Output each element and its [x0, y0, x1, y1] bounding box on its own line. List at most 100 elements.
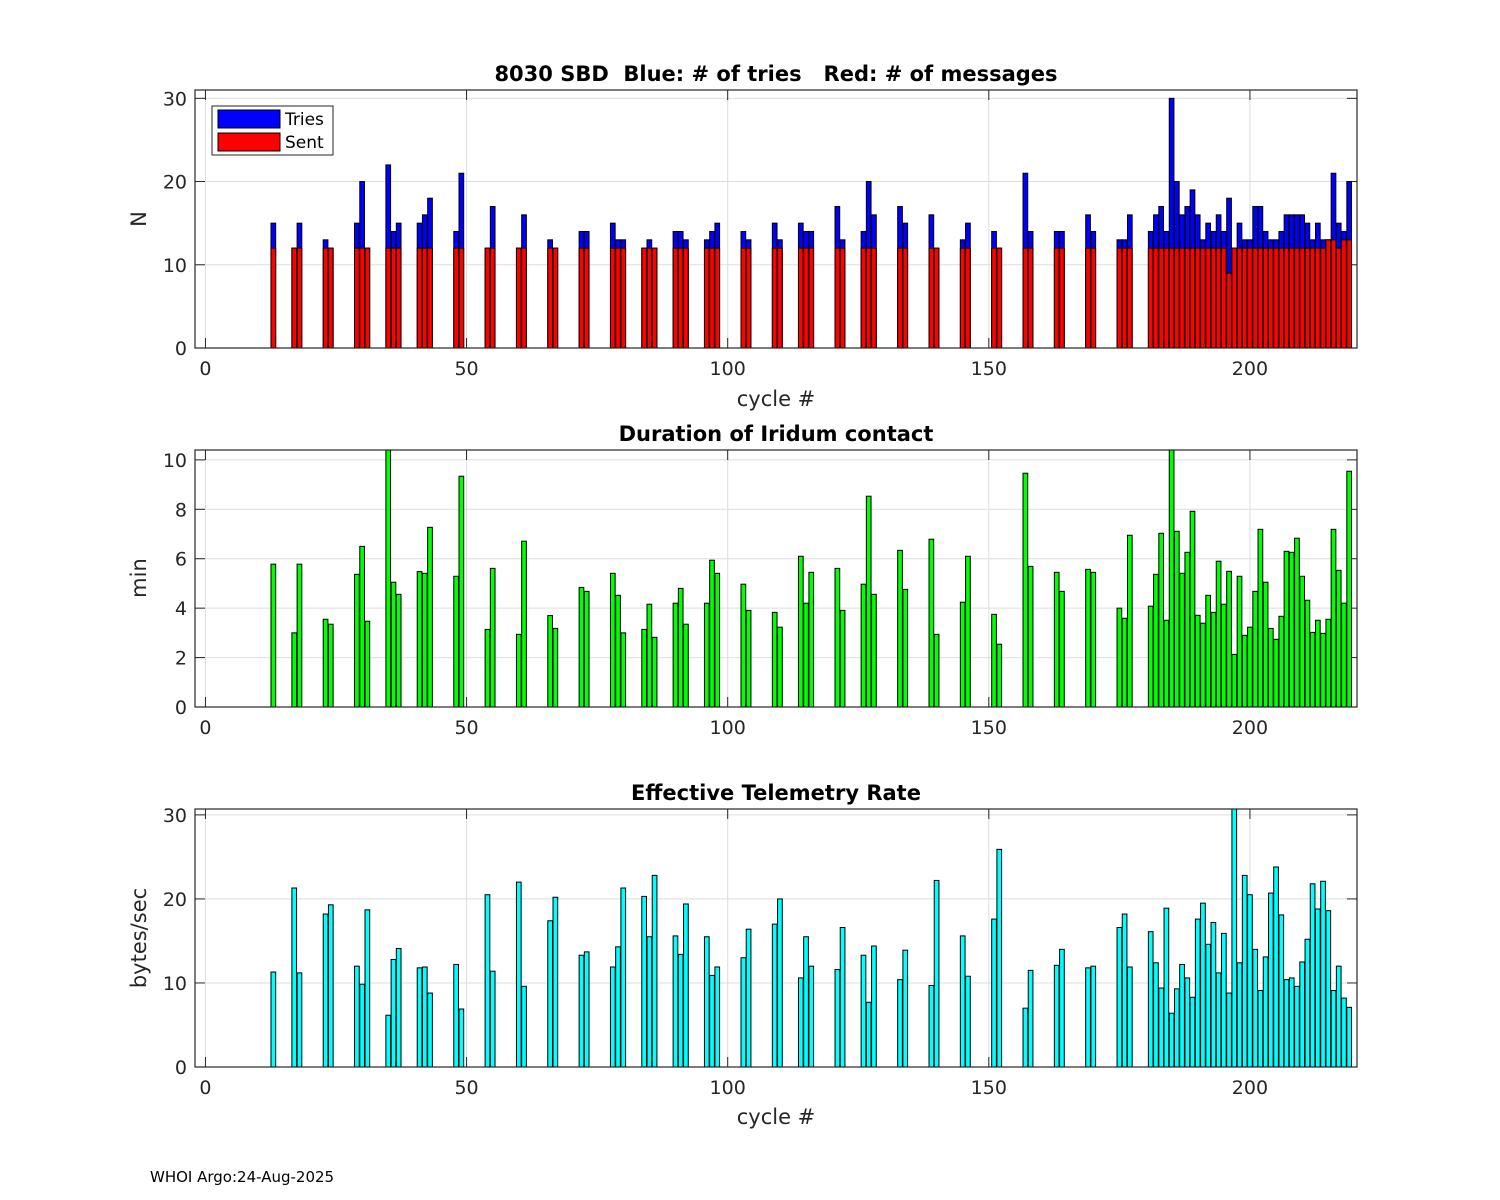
sent-bar	[1262, 247, 1269, 349]
rate-bar	[1215, 972, 1222, 1068]
sent-bar	[1283, 247, 1290, 349]
rate-bar	[1346, 1006, 1353, 1068]
sent-bar	[547, 247, 553, 349]
rate-x-axis-label: cycle #	[737, 1105, 816, 1129]
rate-bar	[1179, 963, 1185, 1068]
rate-bar	[552, 896, 559, 1068]
duration-bar	[1210, 611, 1217, 708]
rate-bar	[1309, 883, 1316, 1068]
sent-bar	[1304, 247, 1311, 349]
duration-bar	[771, 611, 778, 708]
sent-bar	[1231, 247, 1238, 349]
rate-bar	[578, 954, 585, 1068]
duration-bar	[296, 563, 303, 708]
legend-tries-swatch	[217, 109, 281, 129]
duration-bar	[489, 567, 496, 708]
sbd-y-axis-label: N	[127, 211, 151, 227]
duration-bar	[714, 572, 721, 708]
duration-bar	[1314, 619, 1321, 708]
duration-bar	[1027, 565, 1034, 708]
rate-bar	[839, 926, 846, 1068]
duration-bar	[327, 623, 334, 708]
rate-bar	[740, 957, 747, 1068]
rate-y-tick-label: 20	[163, 889, 187, 911]
rate-bar	[395, 948, 402, 1068]
duration-bar	[991, 613, 997, 708]
sent-bar	[677, 247, 684, 349]
sent-bar	[1335, 247, 1342, 349]
duration-bar	[1346, 470, 1353, 708]
duration-bar	[1288, 551, 1295, 708]
sent-bar	[1236, 247, 1243, 349]
sent-bar	[991, 247, 997, 349]
duration-chart-title: Duration of Iridum contact	[619, 422, 934, 446]
rate-bar	[714, 966, 721, 1068]
duration-bar	[808, 571, 815, 708]
rate-bar	[1341, 997, 1347, 1068]
duration-bar	[1231, 653, 1238, 708]
rate-bar	[651, 874, 658, 1068]
sent-bar	[578, 247, 585, 349]
rate-bar	[327, 904, 334, 1068]
duration-bar	[1341, 602, 1347, 708]
duration-x-tick-label: 150	[971, 717, 1007, 739]
rate-bar	[683, 903, 689, 1068]
duration-bar	[933, 633, 940, 708]
duration-bar	[615, 594, 621, 708]
sent-bar	[641, 247, 647, 349]
rate-bar	[834, 969, 841, 1068]
duration-bar	[385, 449, 392, 708]
duration-bar	[865, 495, 872, 708]
rate-bar	[996, 848, 1003, 1068]
rate-bar	[1314, 908, 1321, 1068]
rate-bar	[1173, 988, 1180, 1068]
sent-bar	[1341, 239, 1347, 349]
sent-bar	[803, 247, 809, 349]
sent-bar	[583, 247, 590, 349]
sbd-axes-box	[194, 89, 1358, 349]
sent-bar	[1257, 247, 1264, 349]
duration-bar	[1194, 614, 1201, 708]
duration-bar	[1116, 607, 1123, 708]
sent-bar	[1085, 247, 1091, 349]
sent-bar	[291, 247, 298, 349]
duration-bar	[839, 609, 846, 708]
duration-bar	[1278, 615, 1285, 708]
sent-bar	[1226, 272, 1232, 349]
rate-bar	[1027, 969, 1034, 1068]
duration-y-tick-label: 2	[175, 648, 187, 670]
sbd-bars	[270, 97, 1353, 349]
rate-x-tick-label: 0	[199, 1077, 211, 1099]
duration-bar	[928, 538, 935, 708]
rate-bar	[354, 965, 360, 1068]
duration-axes-box	[194, 449, 1358, 708]
rate-bar	[364, 909, 371, 1068]
sent-bar	[1273, 247, 1279, 349]
legend-tries-label: Tries	[284, 110, 324, 130]
duration-bar	[871, 593, 877, 708]
duration-bar	[1257, 528, 1264, 708]
duration-bar	[390, 581, 397, 708]
rate-bar	[1252, 948, 1259, 1068]
sent-bar	[364, 247, 371, 349]
sent-bar	[1210, 247, 1217, 349]
rate-bar	[1053, 964, 1060, 1068]
duration-bar	[1299, 575, 1306, 708]
duration-bar	[421, 572, 428, 708]
rate-bar	[641, 895, 647, 1068]
duration-bar	[515, 633, 522, 708]
sent-bar	[808, 247, 815, 349]
sent-bar	[1299, 247, 1306, 349]
sent-bar	[1189, 247, 1196, 349]
sent-bar	[1184, 247, 1191, 349]
legend-sent-label: Sent	[285, 133, 324, 153]
rate-bar	[871, 945, 877, 1068]
rate-bar	[1184, 977, 1191, 1068]
sent-bar	[745, 247, 752, 349]
sent-bar	[834, 247, 841, 349]
rate-bar	[1121, 913, 1128, 1068]
sent-bar	[1090, 247, 1097, 349]
duration-bar	[395, 593, 402, 708]
duration-bar	[291, 632, 298, 708]
